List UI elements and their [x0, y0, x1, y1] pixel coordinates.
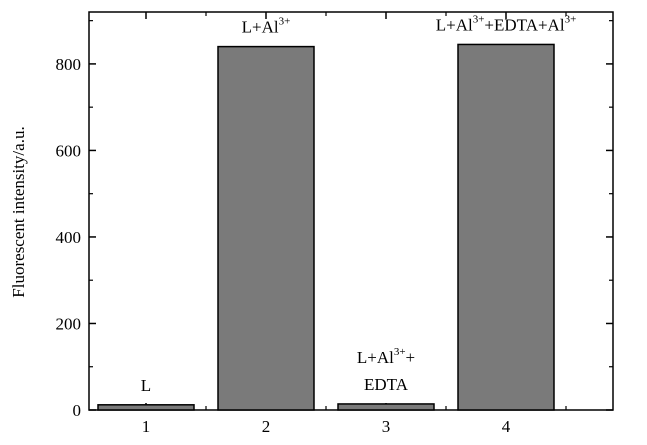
annotation-text: +EDTA+Al: [484, 15, 564, 34]
annotation-text: L: [141, 376, 151, 395]
bar-3: [337, 403, 435, 411]
annotation-superscript: 3+: [565, 13, 577, 25]
bars: [97, 43, 555, 411]
annotation-superscript: 3+: [473, 13, 485, 25]
bar-1: [97, 404, 195, 411]
bar-4: [457, 43, 555, 411]
y-tick-label: 0: [73, 401, 82, 420]
annotation-text: EDTA: [364, 375, 409, 394]
y-tick-label: 400: [56, 228, 82, 247]
annotation-text: L+Al: [242, 18, 279, 37]
y-tick-label: 800: [56, 55, 82, 74]
x-tick-label: 4: [502, 417, 511, 436]
annotation-text: +: [406, 348, 416, 367]
bar-annotation-4: L+Al3++EDTA+Al3+: [436, 13, 577, 34]
bar-annotation-2: L+Al3+: [242, 16, 291, 37]
y-axis-title: Fluorescent intensity/a.u.: [9, 126, 28, 297]
annotation-text: L+Al: [436, 15, 473, 34]
bar-annotation-3: EDTA: [364, 375, 409, 394]
y-tick-label: 200: [56, 314, 82, 333]
x-tick-label: 3: [382, 417, 391, 436]
x-tick-label: 1: [142, 417, 151, 436]
annotation-superscript: 3+: [394, 346, 406, 358]
bar-annotation-1: L: [141, 376, 151, 395]
x-tick-label: 2: [262, 417, 271, 436]
y-tick-label: 600: [56, 141, 82, 160]
bar-annotation-3: L+Al3++: [357, 346, 415, 367]
bar-2: [217, 45, 315, 411]
y-axis: 0 200 400 600 800: [56, 20, 613, 420]
annotation-superscript: 3+: [279, 16, 291, 28]
annotation-text: L+Al: [357, 348, 394, 367]
